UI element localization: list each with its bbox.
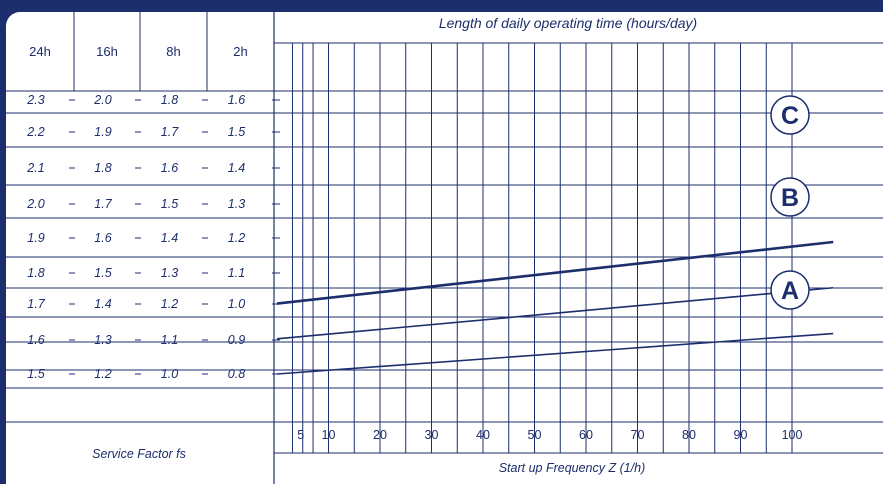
table-cell: 1.6 — [94, 231, 111, 245]
table-cell: 1.0 — [228, 297, 245, 311]
x-tick-label: 40 — [476, 428, 490, 442]
table-cell: 1.4 — [94, 297, 111, 311]
table-cell: 1.5 — [228, 125, 245, 139]
series-line-a — [276, 332, 834, 375]
table-cell: 1.8 — [27, 266, 44, 280]
x-tick-label: 5 — [297, 428, 304, 442]
series-label-a: A — [781, 277, 799, 305]
x-tick-label: 100 — [782, 428, 803, 442]
chart-title: Length of daily operating time (hours/da… — [439, 15, 697, 31]
table-cell: 1.1 — [161, 333, 178, 347]
table-cell: 2.1 — [26, 161, 44, 175]
table-cell: 1.2 — [228, 231, 245, 245]
table-cell: 1.5 — [27, 367, 44, 381]
table-cell: 0.8 — [228, 367, 245, 381]
x-tick-label: 50 — [528, 428, 542, 442]
table-cell: 1.3 — [161, 266, 178, 280]
table-cell: 2.0 — [26, 197, 44, 211]
series-label-c: C — [781, 102, 799, 130]
table-cell: 1.6 — [228, 93, 245, 107]
table-cell: 1.2 — [161, 297, 178, 311]
x-tick-label: 30 — [425, 428, 439, 442]
series-lines — [276, 240, 834, 375]
table-cell: 1.8 — [161, 93, 178, 107]
x-tick-label: 60 — [579, 428, 593, 442]
table-cell: 1.6 — [161, 161, 178, 175]
table-cell: 1.7 — [161, 125, 179, 139]
x-tick-label: 80 — [682, 428, 696, 442]
table-frame — [6, 12, 275, 484]
series-labels: A B C — [770, 95, 810, 310]
table-cell: 1.0 — [161, 367, 178, 381]
table-cell: 1.3 — [94, 333, 111, 347]
table-cell: 2.0 — [93, 93, 111, 107]
table-cell: 1.9 — [27, 231, 44, 245]
table-cell: 1.4 — [228, 161, 245, 175]
series-line-c — [276, 240, 834, 305]
service-factor-table: 24h 16h 8h 2h 2.3 2.0 1.8 1.6 2.2 1.9 1.7 1.5 2.1 1.8… — [26, 44, 280, 381]
table-header-cell: 16h — [96, 44, 118, 59]
table-cell: 1.5 — [161, 197, 178, 211]
table-cell: 1.1 — [228, 266, 245, 280]
chart-panel: Length of daily operating time (hours/da… — [6, 12, 883, 484]
series-label-b: B — [781, 184, 799, 212]
series-label-circle-c — [770, 95, 810, 135]
table-cell: 2.2 — [26, 125, 44, 139]
x-tick-label: 90 — [734, 428, 748, 442]
table-cell: 1.5 — [94, 266, 111, 280]
service-factor-chart: Length of daily operating time (hours/da… — [6, 12, 883, 484]
x-axis-label: Start up Frequency Z (1/h) — [499, 461, 646, 475]
table-header-cell: 8h — [166, 44, 180, 59]
x-tick-label: 70 — [631, 428, 645, 442]
x-tick-label: 20 — [373, 428, 387, 442]
table-cell: 0.9 — [228, 333, 245, 347]
series-label-circle-a — [770, 270, 810, 310]
series-label-circle-b — [770, 177, 810, 217]
grid — [274, 42, 883, 454]
table-cell: 1.9 — [94, 125, 111, 139]
table-cell: 1.2 — [94, 367, 111, 381]
table-header-cell: 2h — [233, 44, 247, 59]
table-cell: 1.8 — [94, 161, 111, 175]
x-tick-label: 10 — [322, 428, 336, 442]
y-axis-label: Service Factor fs — [92, 447, 186, 461]
table-header-cell: 24h — [29, 44, 51, 59]
table-cell: 1.6 — [27, 333, 44, 347]
series-line-b — [276, 286, 834, 340]
table-cell: 1.3 — [228, 197, 245, 211]
table-cell: 1.4 — [161, 231, 178, 245]
table-cell: 2.3 — [26, 93, 44, 107]
x-tick-labels: 5 10 20 30 40 50 60 70 80 90 100 — [297, 428, 802, 442]
table-cell: 1.7 — [94, 197, 112, 211]
table-cell: 1.7 — [27, 297, 45, 311]
